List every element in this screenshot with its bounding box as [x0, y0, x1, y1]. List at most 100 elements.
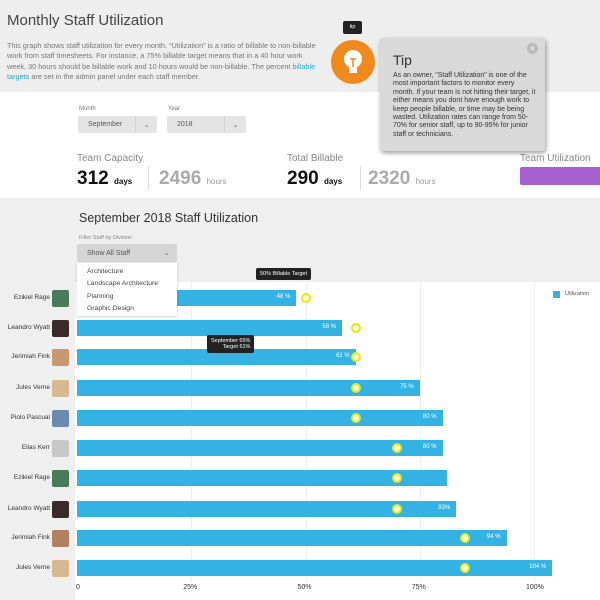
- bar-value-label: 75 %: [400, 384, 414, 390]
- tip-badge: tip: [343, 21, 362, 34]
- avatar: [52, 530, 69, 547]
- utilization-bar[interactable]: 75 %: [77, 380, 420, 396]
- days-unit: days: [113, 177, 133, 186]
- staff-name: Jules Verne: [16, 384, 50, 391]
- team-capacity-label: Team Capacity: [77, 153, 144, 164]
- utilization-bar[interactable]: 80 %: [77, 440, 443, 456]
- x-tick-label: 75%: [411, 584, 426, 591]
- hours-unit: hours: [415, 177, 436, 186]
- bar-value-label: 94 %: [486, 534, 501, 540]
- legend-label: Utilization: [565, 291, 589, 297]
- avatar: [52, 501, 69, 518]
- billable-hours-value: 2320: [368, 168, 411, 189]
- avatar: [52, 380, 69, 397]
- team-utilization-label: Team Utilization: [520, 153, 591, 164]
- billable-days-value: 290: [287, 168, 319, 189]
- bar-value-label: 48 %: [276, 294, 291, 300]
- target-marker[interactable]: [391, 473, 402, 483]
- avatar: [52, 320, 69, 337]
- month-select[interactable]: September ⌄: [78, 116, 157, 133]
- target-marker[interactable]: [460, 533, 471, 543]
- utilization-bar[interactable]: 94 %: [77, 530, 507, 546]
- dropdown-option-graphic-design[interactable]: Graphic Design: [87, 304, 134, 312]
- chevron-down-icon: ⌄: [155, 244, 177, 261]
- utilization-bar[interactable]: 104 %: [77, 560, 553, 576]
- staff-name: Jerimiah Fink: [11, 534, 50, 541]
- avatar: [52, 470, 69, 487]
- dropdown-option-architecture[interactable]: Architecture: [87, 268, 124, 275]
- divider: [148, 166, 149, 190]
- filter-label: Filter Staff by Division: [79, 235, 133, 241]
- utilization-bar[interactable]: 58 %: [77, 320, 343, 336]
- dropdown-option-planning[interactable]: Planning: [87, 292, 114, 300]
- billable-days: 290 days: [287, 168, 342, 190]
- tooltip-line-1: September 65%: [211, 338, 251, 344]
- gridline: [305, 282, 307, 582]
- staff-name: Ezikiel Rage: [13, 474, 50, 481]
- tip-body: As an owner, “Staff Utilization” is one …: [393, 72, 536, 138]
- target-marker[interactable]: [350, 383, 361, 393]
- legend-swatch: [553, 291, 560, 298]
- close-icon[interactable]: ×: [527, 43, 538, 54]
- division-filter-select[interactable]: Show All Staff ⌄: [77, 244, 177, 262]
- chevron-down-icon: ⌄: [224, 116, 246, 133]
- staff-name: Ezikiel Rage: [13, 294, 50, 301]
- staff-name: Jules Verne: [16, 564, 50, 571]
- x-tick-label: 25%: [183, 584, 198, 591]
- capacity-days: 312 days: [77, 168, 132, 190]
- hours-unit: hours: [206, 177, 227, 186]
- target-marker[interactable]: [460, 563, 471, 573]
- lightbulb-icon[interactable]: [331, 40, 375, 84]
- team-utilization-bar: [520, 167, 600, 185]
- avatar: [52, 290, 69, 307]
- avatar: [52, 349, 69, 366]
- target-marker[interactable]: [350, 352, 361, 362]
- tip-title: Tip: [393, 52, 412, 68]
- target-tooltip: 50% Billable Target: [256, 268, 311, 280]
- staff-name: Elias Kerr: [21, 444, 50, 451]
- x-tick-label: 0: [76, 584, 80, 591]
- target-marker[interactable]: [391, 443, 402, 453]
- billable-targets-link[interactable]: billable targets: [7, 61, 316, 81]
- tooltip-line-2: Target 61%: [222, 344, 251, 350]
- year-select[interactable]: 2018 ⌄: [167, 116, 246, 133]
- month-label: Month: [79, 106, 96, 112]
- hover-tooltip: September 65% Target 61%: [207, 335, 255, 353]
- description-text: This graph shows staff utilization for e…: [7, 41, 316, 71]
- target-marker[interactable]: [391, 504, 402, 514]
- staff-name: Piolo Pascual: [10, 414, 50, 421]
- divider: [360, 166, 361, 190]
- capacity-days-value: 312: [77, 168, 109, 189]
- billable-hours: 2320 hours: [368, 168, 436, 190]
- days-unit: days: [323, 177, 343, 186]
- gridline: [419, 282, 421, 582]
- page-title: Monthly Staff Utilization: [7, 12, 164, 29]
- utilization-bar[interactable]: 61 %: [77, 349, 356, 365]
- x-tick-label: 100%: [526, 584, 544, 591]
- utilization-bar[interactable]: [77, 470, 448, 486]
- description-text-end: are set in the admin panel under each st…: [29, 71, 200, 81]
- filter-value: Show All Staff: [87, 249, 131, 257]
- target-marker[interactable]: [350, 323, 361, 333]
- staff-name: Leandro Wyatt: [7, 324, 50, 331]
- year-value: 2018: [177, 121, 193, 128]
- utilization-bar[interactable]: 80 %: [77, 410, 443, 426]
- bar-value-label: 83%: [438, 505, 451, 511]
- tip-popover: × Tip As an owner, “Staff Utilization” i…: [380, 38, 545, 151]
- utilization-bar[interactable]: 83%: [77, 501, 457, 517]
- target-marker[interactable]: [350, 413, 361, 423]
- staff-name: Leandro Wyatt: [7, 505, 50, 512]
- chart-title: September 2018 Staff Utilization: [79, 211, 259, 225]
- chevron-down-icon: ⌄: [135, 116, 157, 133]
- bar-value-label: 61 %: [336, 353, 350, 359]
- capacity-hours: 2496 hours: [159, 168, 227, 190]
- avatar: [52, 410, 69, 427]
- dropdown-option-landscape-architecture[interactable]: Landscape Architecture: [87, 280, 159, 288]
- target-marker[interactable]: [300, 293, 311, 303]
- x-tick-label: 50%: [297, 584, 312, 591]
- bar-value-label: 80 %: [422, 444, 437, 450]
- year-label: Year: [168, 106, 181, 112]
- division-dropdown: Architecture Landscape Architecture Plan…: [77, 263, 177, 316]
- capacity-hours-value: 2496: [159, 168, 202, 189]
- gridline: [191, 282, 193, 582]
